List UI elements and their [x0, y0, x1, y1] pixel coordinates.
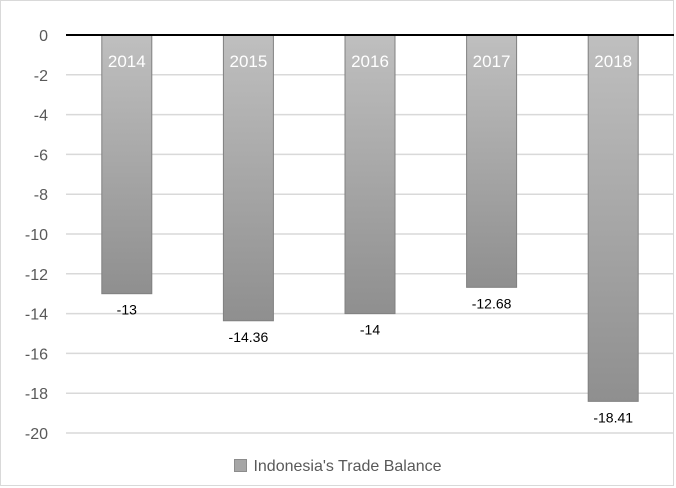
category-label: 2017	[473, 52, 511, 71]
y-tick-label: -8	[34, 187, 48, 204]
y-tick-label: -12	[25, 267, 48, 284]
y-tick-label: -16	[25, 346, 48, 363]
legend-swatch-icon	[234, 459, 248, 472]
y-tick-label: -6	[34, 147, 48, 164]
bar	[466, 34, 518, 288]
bars	[101, 34, 639, 402]
category-labels: 2014 2015 2016 2017 2018	[108, 52, 632, 71]
data-label: -13	[117, 302, 137, 318]
y-tick-label: -20	[25, 426, 48, 443]
category-label: 2016	[351, 52, 389, 71]
data-label: -18.41	[593, 409, 633, 425]
bar	[344, 34, 396, 315]
y-tick-label: 0	[39, 28, 48, 45]
y-axis-tick-labels: 0 -2 -4 -6 -8 -10 -12 -14 -16 -18 -20	[25, 28, 48, 443]
data-label: -14	[360, 322, 380, 338]
category-label: 2018	[594, 52, 632, 71]
legend-label: Indonesia's Trade Balance	[253, 458, 442, 475]
bar	[101, 34, 153, 295]
bar	[222, 34, 274, 322]
category-label: 2014	[108, 52, 146, 71]
y-tick-label: -10	[25, 227, 48, 244]
data-label: -12.68	[472, 295, 512, 311]
gridlines	[66, 74, 674, 434]
data-label: -14.36	[229, 329, 269, 345]
y-tick-label: -4	[34, 108, 48, 125]
y-tick-label: -14	[25, 307, 48, 324]
legend: Indonesia's Trade Balance	[0, 458, 676, 476]
y-tick-label: -18	[25, 386, 48, 403]
category-label: 2015	[229, 52, 267, 71]
y-tick-label: -2	[34, 68, 48, 85]
data-labels: -13 -14.36 -14 -12.68 -18.41	[117, 295, 634, 425]
bar	[587, 34, 639, 402]
